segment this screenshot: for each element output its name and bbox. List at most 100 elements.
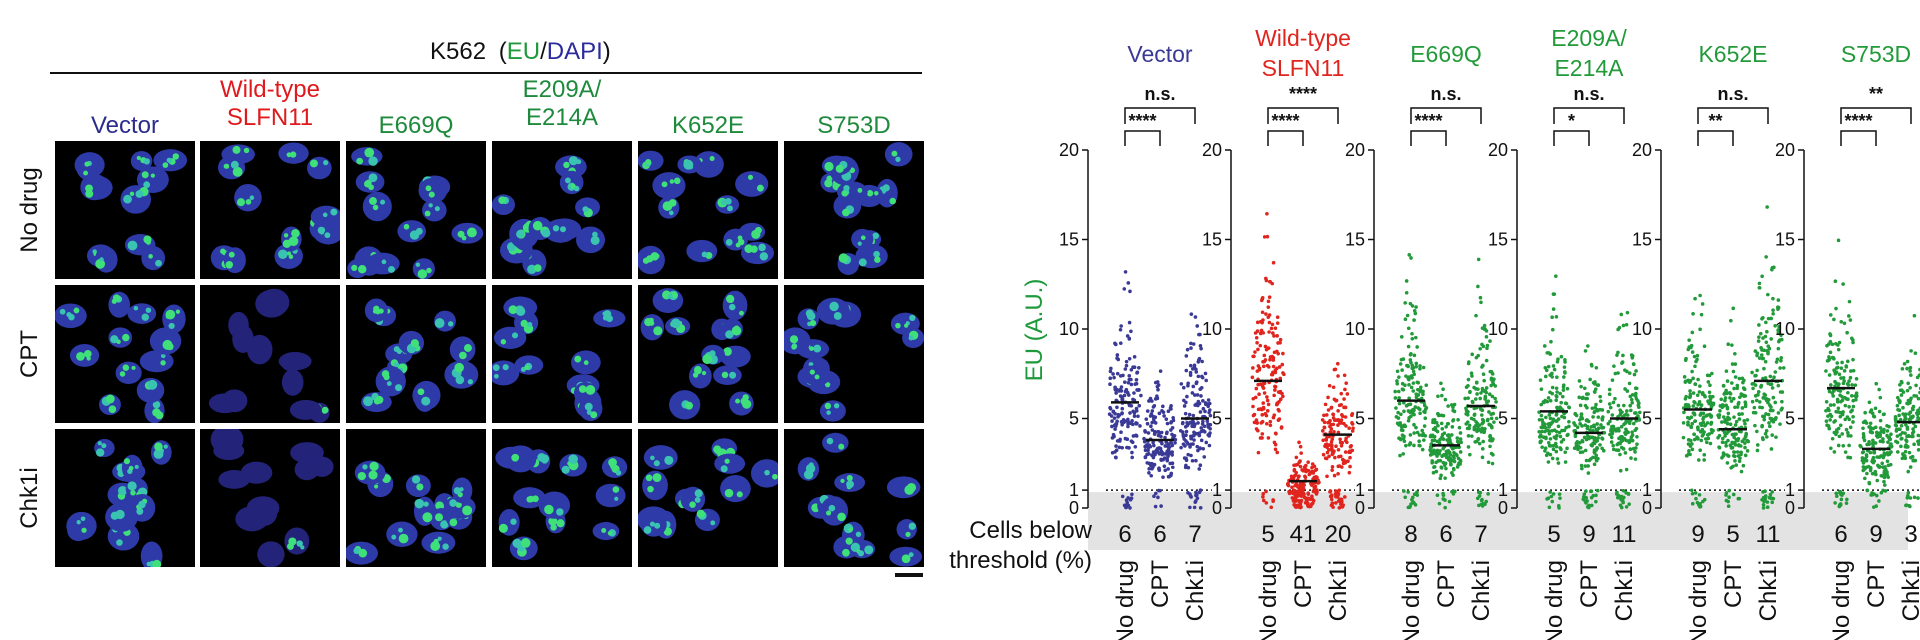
data-point: [1170, 461, 1175, 466]
data-point: [1737, 417, 1742, 421]
data-point: [1421, 365, 1426, 370]
microscopy-tile: [492, 285, 632, 423]
eu-focus: [116, 539, 123, 546]
data-point: [1904, 439, 1909, 444]
data-point: [1118, 388, 1122, 393]
data-point: [1432, 465, 1437, 469]
data-point: [1840, 360, 1844, 365]
data-point: [1598, 443, 1602, 447]
data-point: [1184, 433, 1188, 438]
data-point: [1458, 450, 1463, 454]
data-point: [1303, 475, 1308, 480]
data-point: [1474, 380, 1479, 385]
eu-focus: [368, 184, 374, 191]
data-point: [1158, 488, 1162, 493]
data-point: [1153, 504, 1158, 509]
eu-focus: [809, 346, 814, 351]
data-point: [1625, 369, 1629, 374]
data-point: [1155, 396, 1160, 401]
data-point: [1480, 365, 1484, 369]
data-point: [1329, 440, 1334, 444]
data-point: [1697, 493, 1702, 497]
data-point: [1757, 356, 1762, 360]
data-point: [1903, 412, 1908, 417]
data-point: [1861, 468, 1866, 473]
nucleus: [258, 288, 290, 316]
data-point: [1166, 409, 1171, 414]
data-point: [1743, 453, 1748, 458]
data-point: [1888, 443, 1893, 448]
data-point: [1863, 410, 1867, 415]
eu-focus: [363, 396, 373, 407]
data-point: [1418, 407, 1422, 412]
data-point: [1305, 496, 1309, 501]
y-tick-label: 1: [1642, 480, 1652, 500]
data-point: [1136, 388, 1141, 392]
data-point: [1275, 334, 1279, 338]
data-point: [1730, 440, 1734, 445]
data-point: [1846, 390, 1850, 395]
data-point: [1887, 424, 1891, 429]
data-point: [1872, 459, 1877, 463]
data-point: [1471, 400, 1475, 405]
condition-label-line: E669Q: [378, 112, 454, 139]
data-point: [1585, 418, 1589, 422]
data-point: [1396, 416, 1401, 420]
data-point: [1108, 382, 1112, 386]
data-point: [1760, 316, 1764, 321]
data-point: [1695, 435, 1699, 440]
data-point: [1193, 315, 1198, 319]
data-point: [1693, 419, 1697, 424]
data-point: [1607, 402, 1612, 406]
data-point: [1491, 437, 1495, 441]
data-point: [1897, 413, 1901, 418]
data-point: [1726, 411, 1731, 416]
data-point: [1491, 411, 1495, 416]
y-tick-label: 15: [1202, 230, 1222, 250]
eu-focus: [725, 348, 732, 354]
data-point: [1414, 425, 1418, 430]
data-point: [1260, 384, 1265, 389]
data-point: [1164, 417, 1169, 421]
y-tick-label: 5: [1785, 409, 1795, 429]
data-point: [1724, 369, 1729, 373]
group-name: Vector: [1127, 41, 1193, 67]
data-point: [1435, 493, 1440, 498]
x-tick-label: Chk1i: [1182, 560, 1209, 621]
data-point: [1632, 372, 1637, 377]
data-point: [1753, 423, 1757, 428]
data-point: [1156, 429, 1161, 434]
data-point: [1692, 411, 1697, 416]
data-point: [1256, 347, 1260, 352]
y-tick-label: 0: [1642, 498, 1652, 518]
data-point: [1545, 399, 1550, 404]
data-point: [1827, 342, 1831, 346]
data-point: [1725, 379, 1730, 383]
data-point: [1397, 422, 1401, 426]
below-threshold-value: 6: [1439, 521, 1452, 548]
data-point: [1412, 412, 1416, 417]
data-point: [1695, 393, 1700, 398]
nucleus: [232, 324, 254, 354]
data-point: [1550, 499, 1555, 504]
data-point: [1546, 364, 1551, 369]
data-point: [1199, 346, 1203, 351]
data-point: [1872, 414, 1877, 419]
data-point: [1722, 430, 1727, 435]
data-point: [1440, 393, 1444, 398]
data-point: [1616, 403, 1621, 408]
data-point: [1544, 415, 1548, 420]
eu-focus: [110, 335, 119, 344]
data-point: [1315, 475, 1319, 480]
data-point: [1727, 495, 1731, 500]
data-point: [1766, 292, 1770, 297]
data-point: [1166, 445, 1171, 450]
eu-focus: [160, 360, 166, 366]
data-point: [1751, 386, 1755, 391]
data-point: [1350, 412, 1355, 416]
data-point: [1633, 394, 1638, 398]
data-point: [1408, 505, 1412, 509]
eu-focus: [739, 310, 744, 316]
eu-focus: [701, 370, 707, 376]
data-point: [1404, 279, 1409, 283]
